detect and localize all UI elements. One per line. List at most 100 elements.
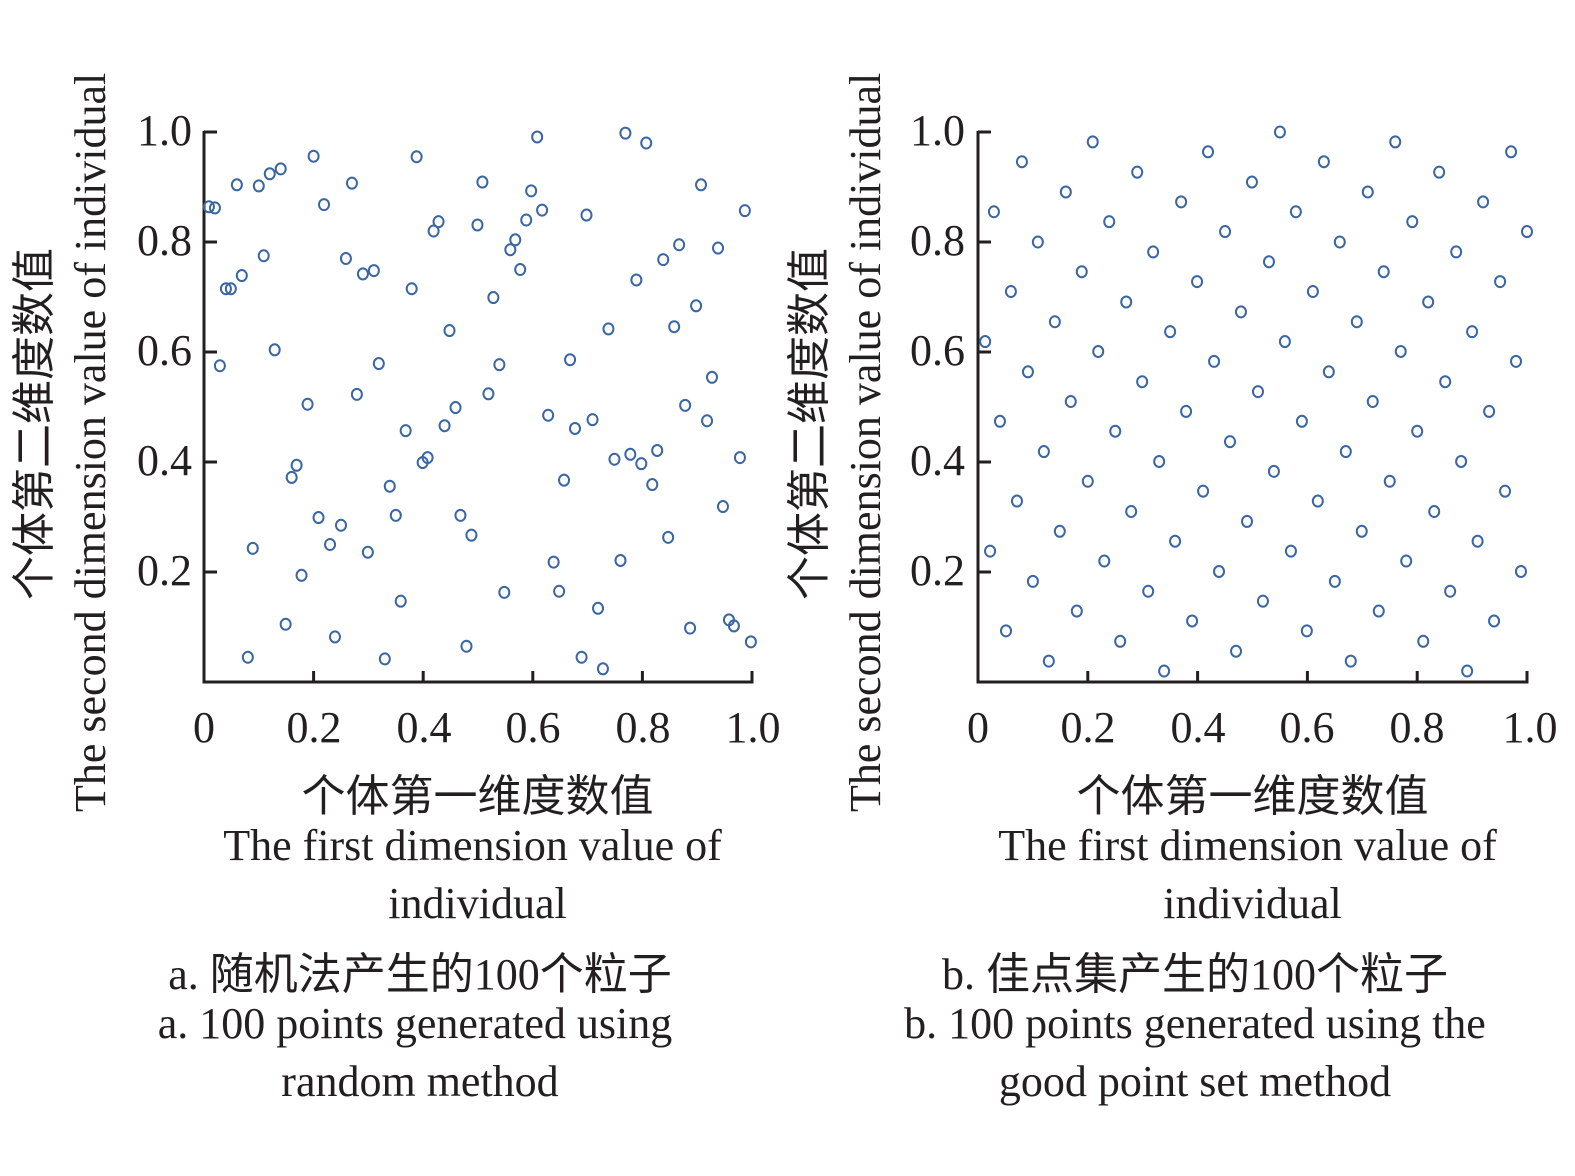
y-tick-label: 0.2 — [137, 546, 192, 595]
data-point — [1098, 554, 1111, 568]
data-point — [1494, 275, 1507, 289]
data-point — [1372, 604, 1385, 618]
x-axis-title-cn: 个体第一维度数值 — [301, 772, 654, 821]
data-point — [608, 452, 621, 466]
data-point — [999, 624, 1012, 638]
data-point — [1317, 155, 1330, 169]
data-point — [224, 282, 237, 296]
data-point — [361, 545, 374, 559]
caption-en-line1: b. 100 points generated using the — [904, 999, 1486, 1048]
data-point — [1262, 255, 1275, 269]
scatter-plot-b — [976, 125, 1533, 684]
data-point — [1411, 424, 1424, 438]
data-point — [624, 447, 637, 461]
caption-en-line1: a. 100 points generated using — [157, 999, 673, 1048]
data-point — [476, 175, 489, 189]
data-point — [290, 458, 303, 472]
data-point — [1208, 354, 1221, 368]
data-point — [1510, 354, 1523, 368]
data-point — [547, 555, 560, 569]
data-point — [1450, 245, 1463, 259]
data-point — [465, 528, 478, 542]
data-point — [614, 553, 627, 567]
data-point — [235, 269, 248, 283]
caption-cn: b. 佳点集产生的100个粒子 — [942, 950, 1448, 999]
data-point — [487, 291, 500, 305]
data-point — [553, 584, 566, 598]
data-point — [531, 130, 544, 144]
data-point — [727, 619, 740, 633]
data-point — [1394, 344, 1407, 358]
data-point — [1026, 574, 1039, 588]
data-point — [1422, 295, 1435, 309]
data-point — [712, 241, 725, 255]
x-tick-label: 1.0 — [725, 703, 781, 752]
data-point — [202, 200, 215, 214]
data-point — [1053, 524, 1066, 538]
data-point — [378, 652, 391, 666]
data-point — [979, 335, 992, 349]
data-point — [1197, 484, 1210, 498]
data-point — [1092, 344, 1105, 358]
data-point — [335, 518, 347, 532]
data-point — [1081, 474, 1094, 488]
data-point — [1400, 554, 1413, 568]
caption-en-line2: good point set method — [998, 1057, 1392, 1106]
data-point — [1499, 484, 1512, 498]
data-point — [1455, 454, 1468, 468]
data-point — [1230, 644, 1243, 658]
data-point — [1048, 315, 1061, 329]
y-tick-label: 0.8 — [137, 216, 192, 265]
data-point — [471, 218, 484, 232]
data-point — [213, 359, 226, 373]
data-point — [646, 478, 659, 492]
data-point — [1444, 584, 1457, 598]
data-point — [1245, 175, 1258, 189]
data-point — [1278, 335, 1291, 349]
data-point — [394, 594, 407, 608]
data-point — [690, 299, 703, 313]
data-point — [1223, 435, 1236, 449]
data-point — [564, 353, 577, 367]
data-point — [1461, 664, 1474, 678]
data-point — [318, 198, 331, 212]
data-point — [1433, 165, 1446, 179]
x-tick-label: 0.4 — [1170, 703, 1226, 752]
data-point — [372, 357, 385, 371]
data-point — [1383, 474, 1396, 488]
data-point — [1256, 594, 1269, 608]
data-point — [246, 541, 259, 555]
data-point — [1514, 564, 1527, 578]
data-point — [580, 208, 593, 222]
x-tick-label: 0.6 — [1279, 703, 1335, 752]
x-tick-label: 0.6 — [505, 703, 561, 752]
data-point — [987, 205, 1000, 219]
data-point — [640, 136, 653, 150]
data-point — [1147, 245, 1160, 259]
y-tick-label: 1.0 — [137, 106, 192, 155]
data-point — [1311, 494, 1324, 508]
data-point — [1142, 584, 1155, 598]
chart-panel-b: 个体第二维度数值 The second dimension value of i… — [775, 0, 1565, 1176]
x-tick-label: 0 — [193, 703, 215, 752]
data-point — [738, 204, 751, 218]
data-point — [356, 267, 369, 281]
data-point — [705, 370, 718, 384]
data-point — [219, 282, 232, 296]
data-point — [1406, 215, 1419, 229]
data-point — [1234, 305, 1247, 319]
chart-panel-a: 个体第二维度数值 The second dimension value of i… — [10, 73, 781, 1106]
y-tick-label: 1.0 — [910, 106, 965, 155]
data-point — [1355, 524, 1368, 538]
data-point — [1389, 135, 1402, 149]
data-point — [596, 662, 609, 676]
data-point — [1306, 285, 1319, 298]
data-point — [350, 387, 363, 401]
x-tick-label: 0.4 — [396, 703, 452, 752]
data-point — [1031, 235, 1044, 249]
data-point — [230, 178, 243, 192]
data-point — [301, 397, 314, 411]
data-point — [1361, 185, 1374, 199]
data-point — [307, 149, 320, 163]
data-point — [504, 243, 517, 257]
